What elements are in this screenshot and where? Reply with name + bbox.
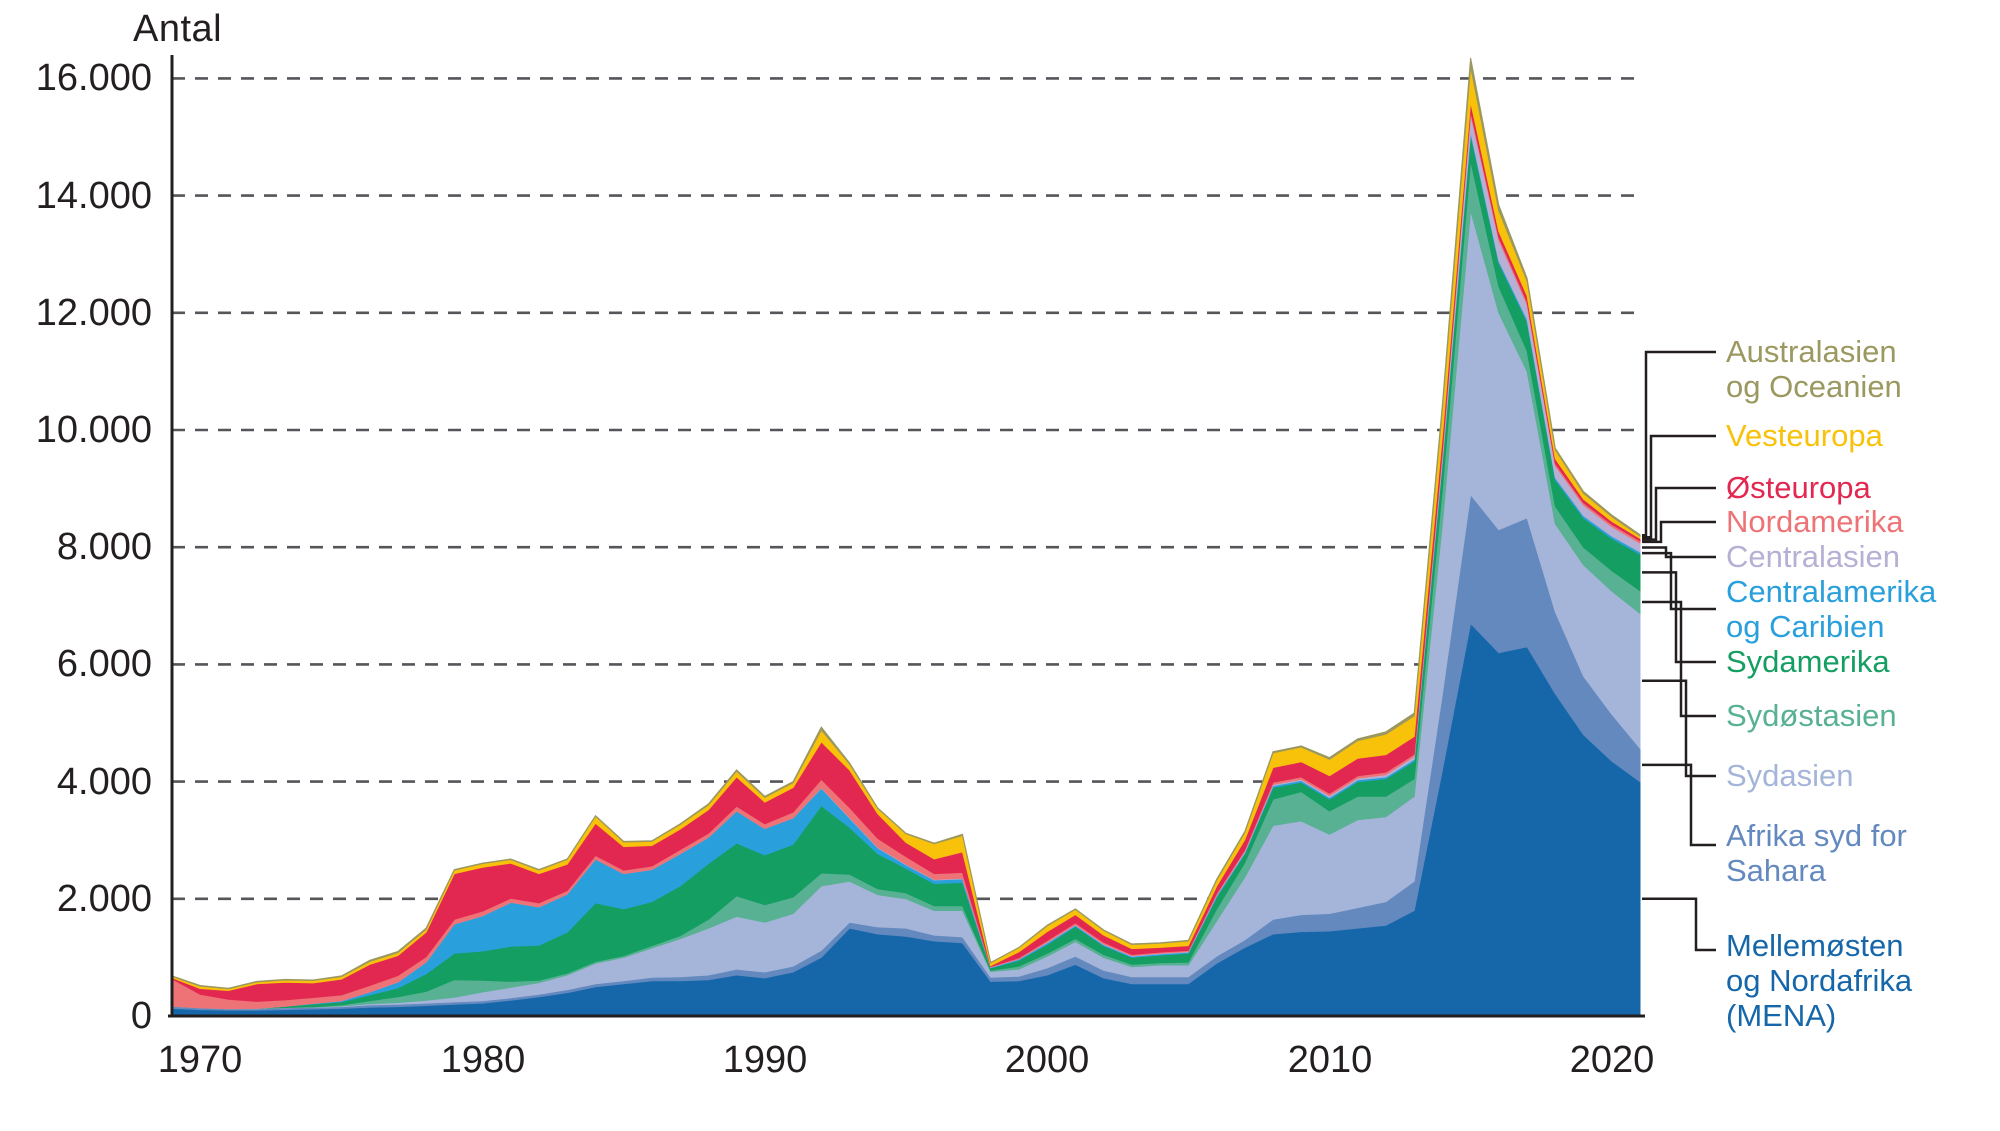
y-tick-label: 12.000 [35,292,152,334]
x-tick-label: 2000 [1004,1039,1090,1081]
y-tick-label: 2.000 [56,878,152,920]
legend-item-vesteuropa: Vesteuropa [1726,418,1883,453]
legend-item-centralamerika: Centralamerika og Caribien [1726,574,1937,644]
leader-line-mena [1642,897,1716,952]
legend-item-afrika: Afrika syd for Sahara [1726,818,1907,888]
y-tick-label: 8.000 [56,526,152,568]
legend-item-sydasien: Sydasien [1726,758,1854,793]
leader-line-sydamerika [1642,571,1716,664]
y-tick-label: 14.000 [35,175,152,217]
y-tick-label: 0 [130,995,152,1037]
area-series [171,57,1641,1017]
leader-line-nordamerika [1642,520,1716,544]
x-tick-label: 1970 [157,1039,243,1081]
legend-leader-lines [1642,350,1716,952]
leader-line-sydasien [1642,679,1716,778]
legend-item-mena: Mellemøsten og Nordafrika (MENA) [1726,928,1913,1033]
x-tick-label: 2010 [1287,1039,1373,1081]
x-tick-label: 2020 [1569,1039,1655,1081]
leader-line-osteuropa [1642,486,1716,541]
legend-item-centralasien: Centralasien [1726,539,1901,574]
legend-item-osteuropa: Østeuropa [1726,470,1871,505]
leader-line-afrika [1642,763,1716,847]
leader-line-centralamerika [1642,551,1716,611]
axes [168,55,1645,1018]
leader-line-vesteuropa [1642,434,1716,539]
y-tick-label: 6.000 [56,643,152,685]
legend-item-nordamerika: Nordamerika [1726,504,1904,539]
y-tick-label: 4.000 [56,761,152,803]
series-area-australasien [171,57,1641,990]
y-tick-label: 16.000 [35,57,152,99]
legend-item-sydamerika: Sydamerika [1726,644,1890,679]
legend-item-sydostasien: Sydøstasien [1726,698,1897,733]
leader-line-sydostasien [1642,600,1716,718]
y-axis-title: Antal [133,8,223,50]
x-tick-label: 1990 [722,1039,808,1081]
y-tick-label: 10.000 [35,409,152,451]
legend-item-australasien: Australasien og Oceanien [1726,334,1902,404]
leader-line-australasien [1642,350,1716,537]
x-tick-label: 1980 [440,1039,526,1081]
